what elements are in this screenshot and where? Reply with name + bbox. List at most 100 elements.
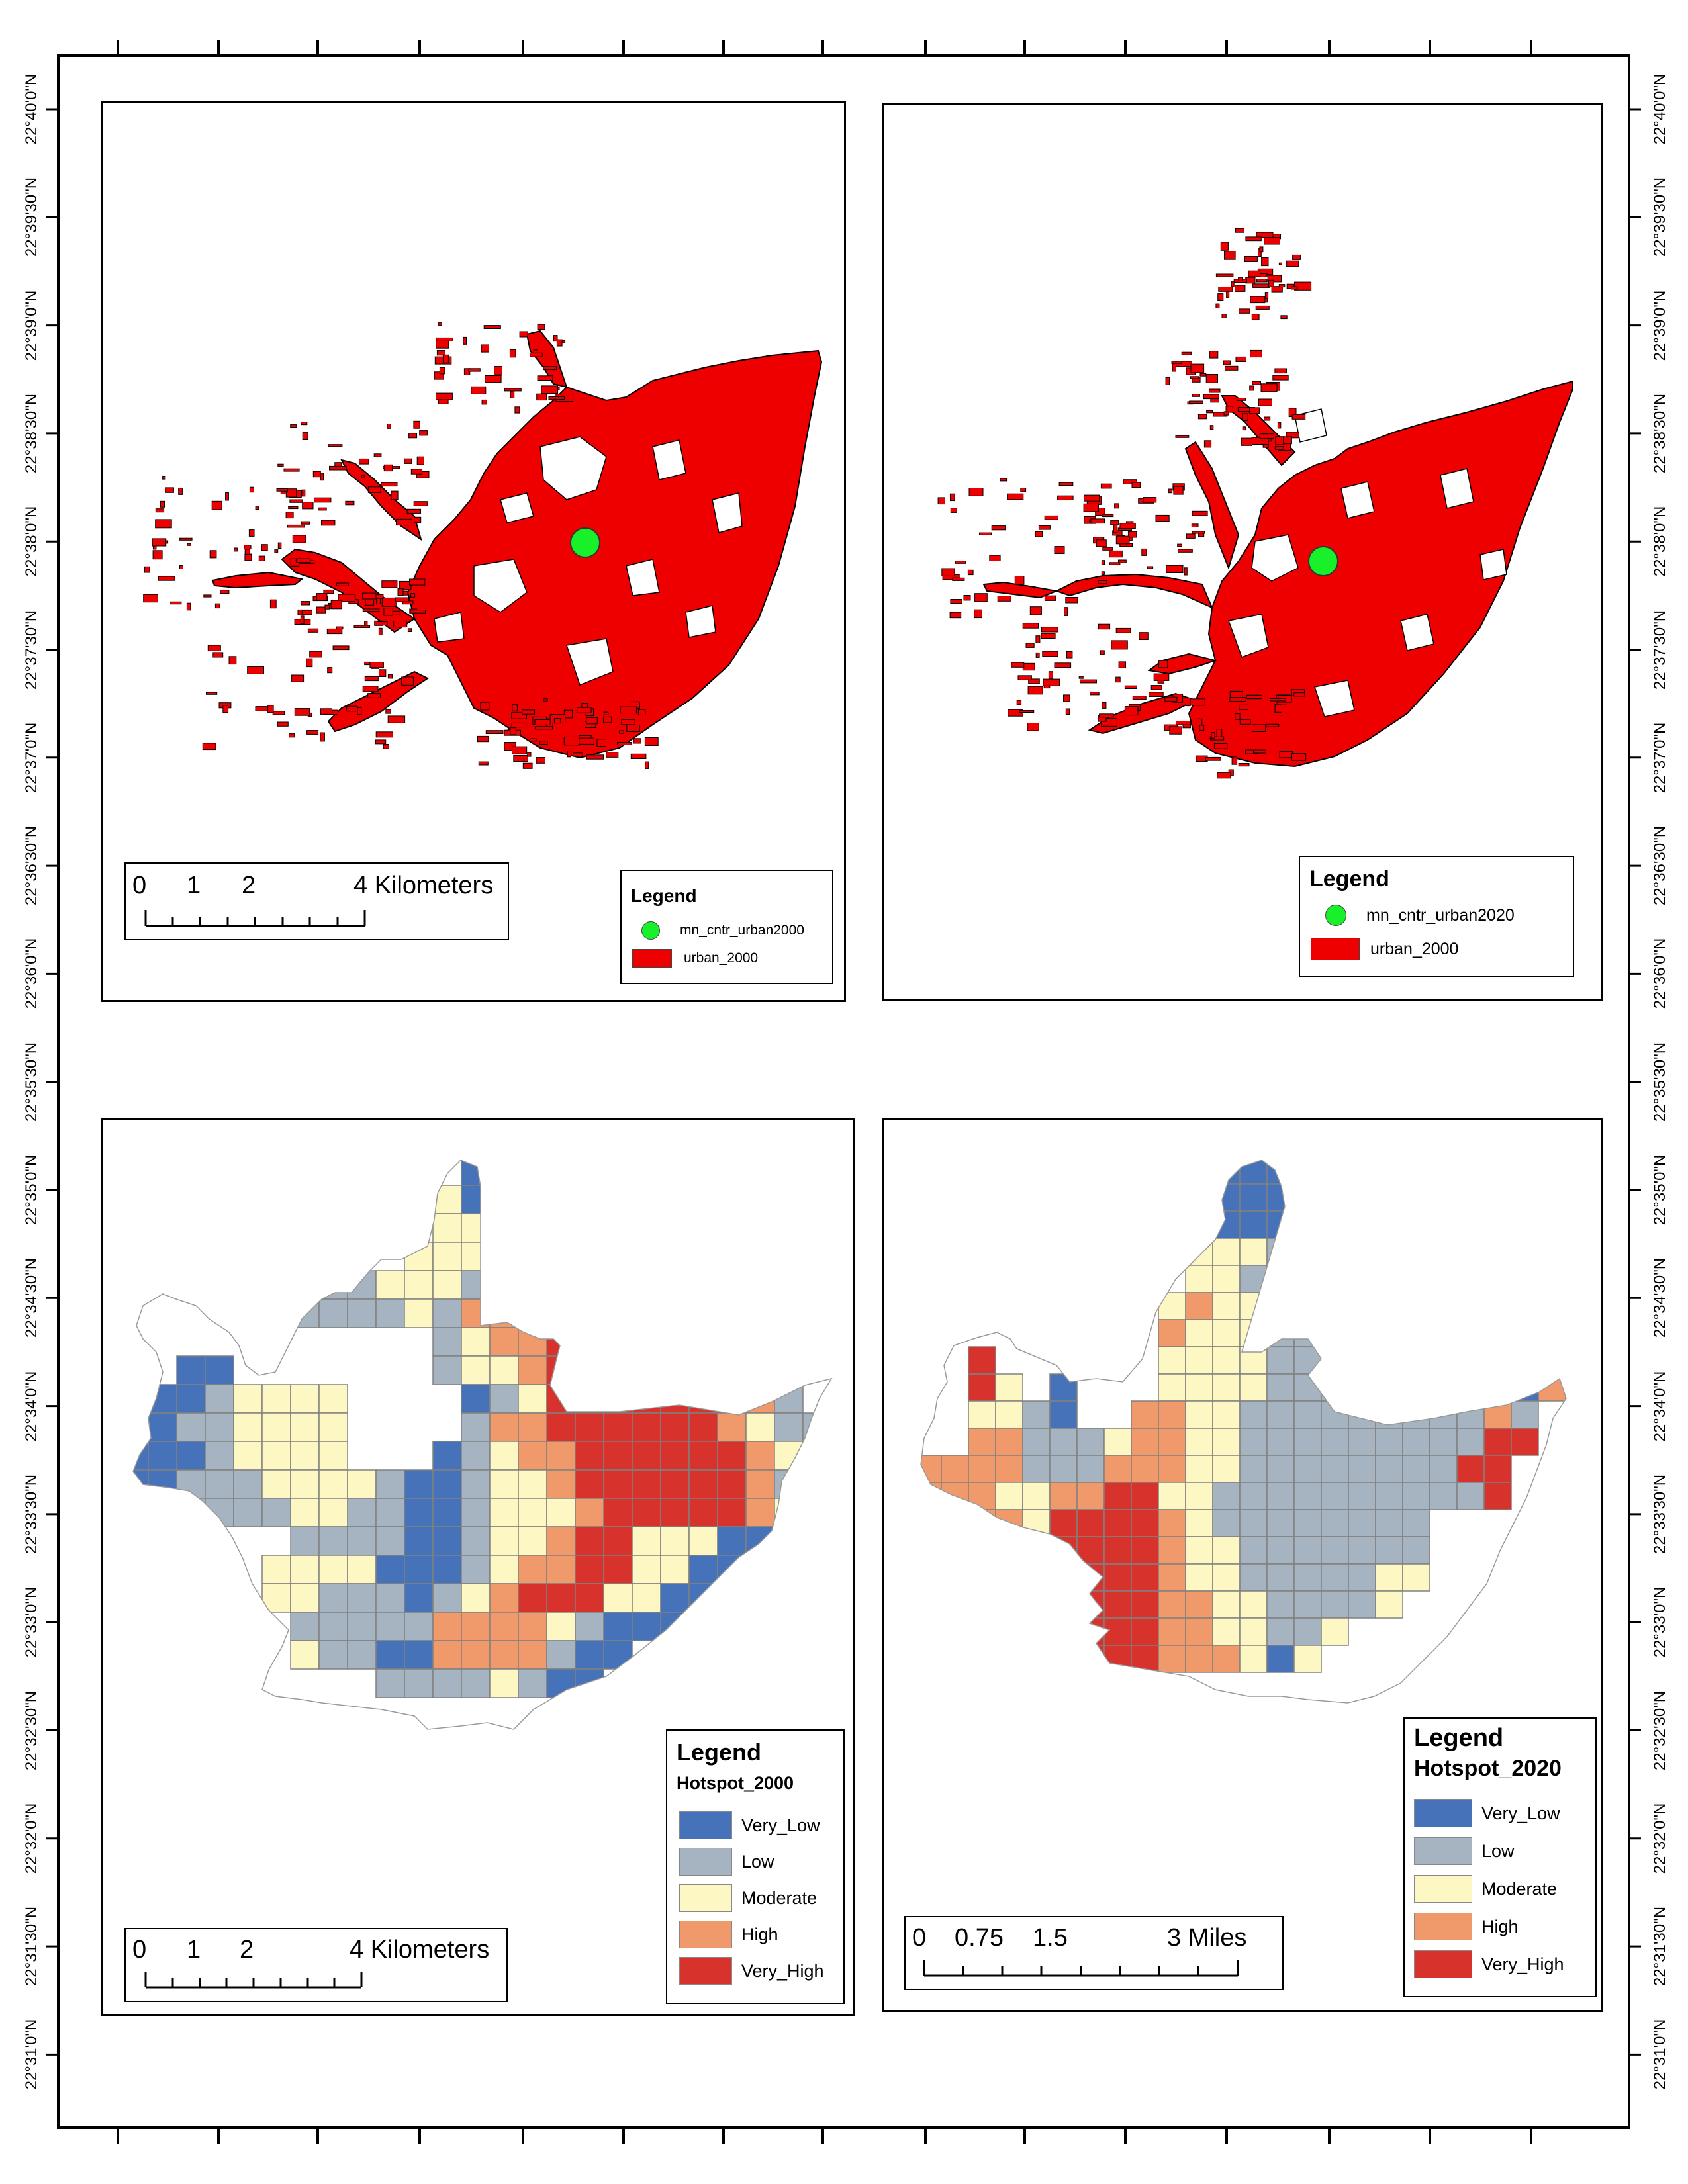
hotspot-cell-low xyxy=(375,1612,405,1641)
urban-patch xyxy=(338,594,356,602)
urban-patch xyxy=(288,506,299,510)
urban-patch xyxy=(1261,257,1269,267)
hotspot-cell-high xyxy=(603,1298,633,1328)
hotspot-cell-low xyxy=(1456,1373,1485,1402)
hotspot-cell-moderate xyxy=(489,1498,519,1527)
hotspot-cell-very-low xyxy=(688,1555,718,1584)
hotspot-cell-very-low xyxy=(1212,1210,1241,1239)
urban-patch xyxy=(1190,376,1199,379)
hotspot-cell-very-high xyxy=(660,1355,690,1385)
hotspot-cell-low xyxy=(1538,1319,1566,1347)
hotspot-2000-map xyxy=(132,1160,833,1730)
urban-patch xyxy=(1044,515,1058,520)
hotspot-cell-very-low xyxy=(660,1583,690,1613)
urban-patch xyxy=(644,737,659,746)
urban-patch xyxy=(292,535,306,543)
hotspot-cell-very-low xyxy=(489,1160,519,1186)
hotspot-cell-low xyxy=(1239,1400,1268,1429)
hotspot-cell-very-high xyxy=(546,1412,576,1442)
hotspot-cell-moderate xyxy=(1402,1373,1430,1402)
hotspot-cell-very-high xyxy=(1049,1563,1078,1592)
hotspot-cell-very-high xyxy=(1483,1482,1512,1510)
urban-patch xyxy=(626,724,640,733)
urban-patch xyxy=(1035,531,1043,537)
hotspot-cell-moderate xyxy=(432,1270,462,1300)
hotspot-cell-moderate xyxy=(1185,1210,1213,1239)
hotspot-cell-moderate xyxy=(432,1213,462,1243)
urban-patch xyxy=(387,674,393,679)
hotspot-cell-moderate xyxy=(1185,1319,1213,1347)
hotspot-cell-low xyxy=(290,1526,320,1556)
urban-patch xyxy=(373,453,382,457)
urban-patch xyxy=(1209,351,1219,359)
hotspot-cell-moderate xyxy=(1375,1346,1403,1375)
hotspot-cell-high xyxy=(1158,1509,1186,1537)
hotspot-cell-moderate xyxy=(461,1242,491,1271)
urban-patch xyxy=(300,615,305,625)
hotspot-cell-high xyxy=(461,1612,491,1641)
hotspot-cell-high xyxy=(489,1298,519,1328)
urban-patch xyxy=(329,465,347,471)
hotspot-cell-very-high xyxy=(660,1469,690,1499)
hotspot-cell-moderate xyxy=(1212,1428,1241,1456)
urban-patch xyxy=(1066,651,1073,659)
urban-patch xyxy=(1084,494,1100,502)
hotspot-cell-high xyxy=(745,1498,775,1527)
hotspot-cell-very-high xyxy=(575,1583,604,1613)
urban-patch xyxy=(535,726,553,730)
hotspot-cell-moderate xyxy=(318,1555,348,1584)
hotspot-cell-very-high xyxy=(518,1583,547,1613)
hotspot-cell-low xyxy=(1049,1428,1078,1456)
hotspot-cell-very-low xyxy=(660,1612,690,1641)
hotspot-cell-very-high xyxy=(575,1384,604,1414)
hotspot-cell-high xyxy=(518,1412,547,1442)
urban-patch xyxy=(330,600,342,610)
hotspot-cell-low xyxy=(1456,1428,1485,1456)
legend-item-label: Very_High xyxy=(1481,1954,1564,1974)
urban-patch xyxy=(1293,692,1305,697)
urban-patch xyxy=(494,366,502,375)
hotspot-cell-high xyxy=(1185,1292,1213,1320)
urban-patch xyxy=(1197,414,1207,420)
hotspot-cell-low xyxy=(1375,1400,1403,1429)
urban-patch xyxy=(1078,676,1084,679)
hotspot-cell-moderate xyxy=(1239,1590,1268,1619)
hotspot-cell-moderate xyxy=(1212,1265,1241,1293)
hotspot-cell-very-low xyxy=(1266,1183,1295,1212)
urban-patch xyxy=(1029,606,1042,615)
scale-label-2: 1.5 xyxy=(1033,1924,1068,1952)
legend-urban-2020: Legend mn_cntr_urban2020 urban_2000 xyxy=(1299,856,1574,977)
legend-item-urban: urban_2000 xyxy=(632,949,758,968)
urban-patch xyxy=(301,422,308,426)
urban-patch xyxy=(1057,495,1074,500)
urban-patch xyxy=(617,742,632,745)
hotspot-cell-low xyxy=(1076,1428,1105,1456)
hotspot-cell-very-high xyxy=(1076,1509,1105,1537)
urban-patch xyxy=(316,593,328,601)
hotspot-cell-high xyxy=(546,1555,576,1584)
urban-patch xyxy=(413,501,428,506)
urban-patch xyxy=(573,752,583,757)
hotspot-cell-low xyxy=(1375,1265,1403,1293)
hotspot-cell-moderate xyxy=(632,1583,661,1613)
urban-patch xyxy=(606,752,619,758)
hotspot-cell-very-high xyxy=(688,1498,718,1527)
hotspot-cell-very-low xyxy=(432,1526,462,1556)
hotspot-cell-moderate xyxy=(290,1498,320,1527)
hotspot-cell-very-high xyxy=(1131,1536,1159,1565)
hotspot-cell-low xyxy=(1511,1400,1539,1429)
hotspot-cell-very-low xyxy=(774,1555,804,1584)
legend-title: Legend xyxy=(1414,1724,1504,1752)
urban-patch xyxy=(1229,697,1246,702)
hotspot-cell-low xyxy=(1348,1455,1376,1483)
urban-patch xyxy=(222,705,229,713)
urban-patch xyxy=(1000,478,1008,482)
hotspot-cell-low xyxy=(1293,1482,1322,1510)
urban-patch xyxy=(1098,623,1111,630)
hotspot-cell-very-low xyxy=(133,1498,149,1527)
urban-patch xyxy=(1250,296,1266,304)
legend-item-centroid: mn_cntr_urban2000 xyxy=(641,921,804,940)
hotspot-cell-very-high xyxy=(1103,1563,1132,1592)
urban-patch xyxy=(399,580,412,590)
urban-patch xyxy=(295,558,311,563)
